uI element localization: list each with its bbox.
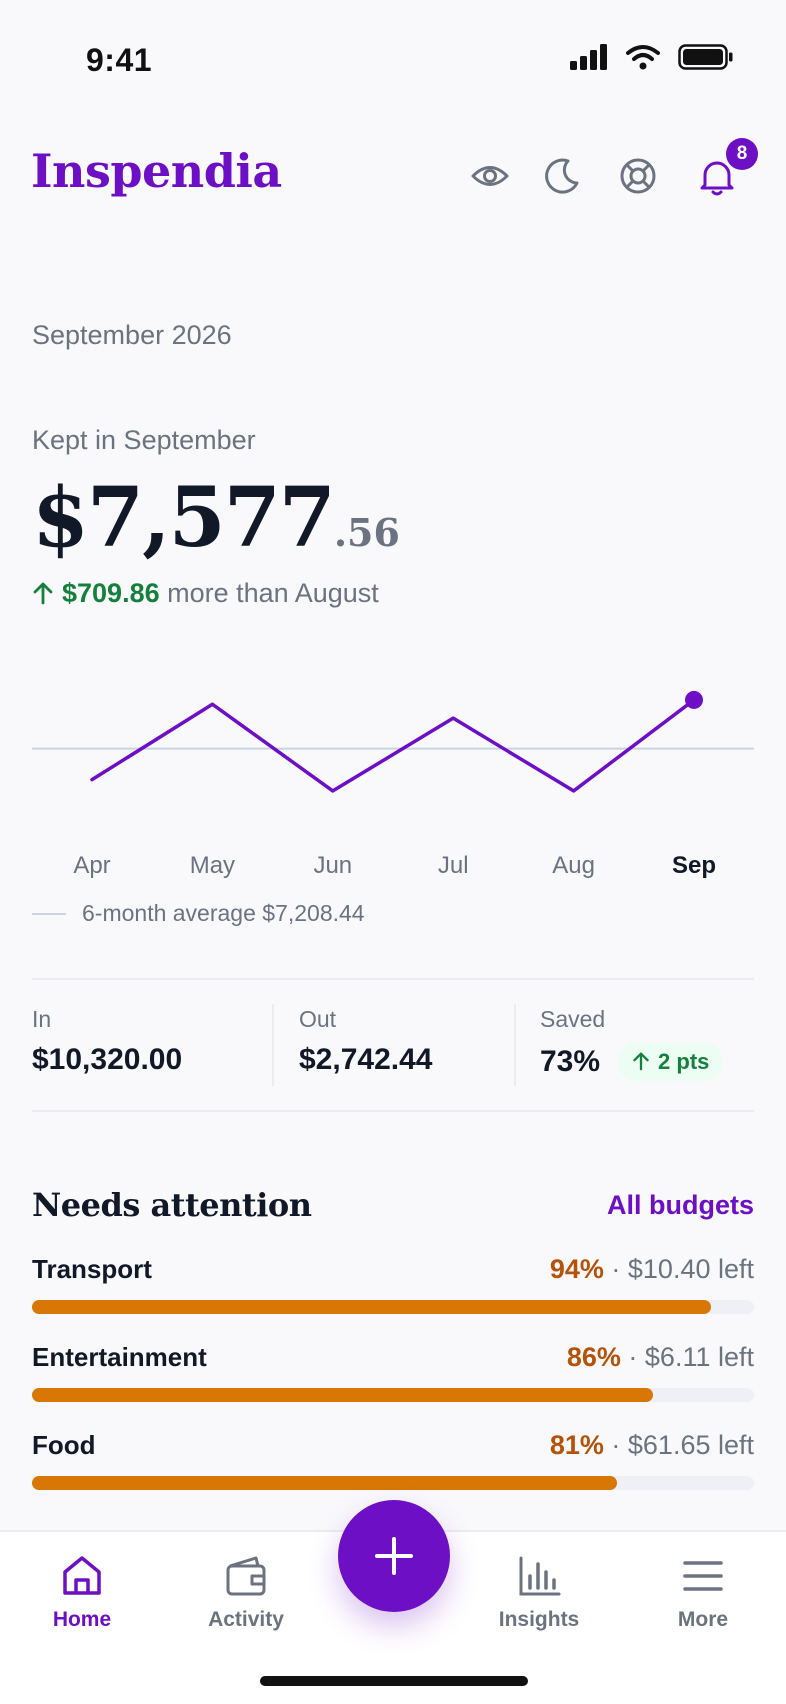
divider	[32, 1110, 754, 1112]
stat-out-amount: $2,742.44	[299, 1043, 433, 1076]
bell-icon[interactable]	[697, 156, 737, 196]
budget-left: · $6.11 left	[628, 1342, 754, 1372]
home-icon	[63, 1556, 101, 1595]
home-indicator	[260, 1676, 528, 1686]
budget-name: Transport	[32, 1254, 152, 1284]
budget-progress-track	[32, 1476, 754, 1490]
average-row: 6-month average $7,208.44	[32, 900, 365, 927]
tab-insights[interactable]: Insights	[469, 1552, 609, 1632]
average-legend-line	[32, 912, 66, 915]
kept-label: Kept in September	[32, 425, 256, 455]
eye-icon[interactable]	[470, 156, 510, 196]
moon-icon[interactable]	[542, 156, 582, 196]
brand-logo: Inspendia	[31, 144, 282, 198]
stat-out: Out $2,742.44	[299, 1006, 432, 1077]
month-label: May	[189, 852, 236, 879]
budget-name: Food	[32, 1430, 96, 1460]
tab-activity-label: Activity	[208, 1608, 284, 1631]
notification-badge: 8	[726, 138, 758, 170]
stat-out-label: Out	[299, 1006, 337, 1032]
tab-home-label: Home	[52, 1608, 112, 1631]
delta-amount: $709.86	[62, 578, 160, 608]
budget-percent: 94%	[549, 1254, 604, 1284]
bar-chart-icon	[519, 1556, 561, 1596]
arrow-up-icon	[33, 582, 53, 605]
saved-change-badge: 2 pts	[618, 1043, 724, 1081]
budget-status: 86% · $6.11 left	[567, 1342, 754, 1373]
delta-text: more than August	[167, 578, 379, 608]
saved-change-text: 2 pts	[658, 1049, 710, 1074]
budget-left: · $10.40 left	[611, 1254, 754, 1284]
tab-home[interactable]: Home	[12, 1552, 152, 1632]
tab-activity[interactable]: Activity	[176, 1552, 316, 1632]
stat-in-amount: $10,320.00	[32, 1043, 183, 1076]
lifebuoy-icon[interactable]	[618, 156, 658, 196]
month-label: Jul	[437, 852, 469, 879]
stat-saved-amount: 73%	[540, 1045, 601, 1078]
trend-chart	[32, 690, 754, 793]
app-header: Inspendia	[0, 140, 786, 220]
budget-progress-track	[32, 1388, 754, 1402]
stat-saved: Saved 73% 2 pts	[540, 1006, 724, 1081]
stat-separator	[514, 1004, 516, 1086]
status-time: 9:41	[86, 42, 153, 78]
menu-icon	[683, 1561, 723, 1591]
stat-saved-value: 73% 2 pts	[540, 1043, 724, 1081]
series-line	[90, 698, 696, 793]
tab-more-label: More	[677, 1608, 729, 1631]
stat-in-label: In	[32, 1006, 52, 1032]
budget-left: · $61.65 left	[611, 1430, 754, 1460]
average-text: 6-month average $7,208.44	[82, 900, 365, 926]
stat-saved-label: Saved	[540, 1006, 606, 1032]
budget-name: Entertainment	[32, 1342, 207, 1372]
month-label: Jun	[313, 852, 353, 879]
budget-progress-track	[32, 1300, 754, 1314]
period-label: September 2026	[32, 320, 232, 350]
stat-in-value: $10,320.00	[32, 1043, 182, 1077]
current-point	[685, 690, 703, 709]
cellular-signal-icon	[570, 44, 607, 70]
budget-status: 94% · $10.40 left	[550, 1254, 754, 1285]
budget-progress-fill	[32, 1388, 653, 1402]
month-label: Apr	[73, 852, 111, 879]
wallet-icon	[226, 1556, 266, 1596]
delta-row: $709.86 more than August	[32, 578, 379, 609]
section-title-needs-attention: Needs attention	[32, 1186, 312, 1224]
kept-amount: $7,577.56	[32, 470, 400, 566]
kept-amount-cents: .56	[333, 510, 400, 555]
status-icons	[570, 44, 734, 70]
stat-in: In $10,320.00	[32, 1006, 182, 1077]
month-label: Sep	[671, 852, 717, 879]
battery-icon	[678, 44, 733, 70]
budget-status: 81% · $61.65 left	[550, 1430, 754, 1461]
budget-progress-fill	[32, 1476, 617, 1490]
kept-amount-main: $7,577	[32, 470, 336, 566]
stat-out-value: $2,742.44	[299, 1043, 432, 1077]
all-budgets-link[interactable]: All budgets	[607, 1190, 754, 1220]
stat-separator	[272, 1004, 274, 1086]
divider	[32, 978, 754, 980]
wifi-icon	[626, 45, 660, 70]
tab-insights-label: Insights	[498, 1608, 580, 1631]
budget-progress-fill	[32, 1300, 711, 1314]
month-label: Aug	[552, 852, 595, 879]
budget-percent: 86%	[566, 1342, 621, 1372]
status-bar: 9:41	[0, 0, 786, 120]
tab-more[interactable]: More	[633, 1552, 773, 1632]
plus-icon	[375, 1537, 413, 1575]
budget-percent: 81%	[549, 1430, 604, 1460]
arrow-up-icon	[633, 1052, 649, 1071]
add-transaction-button[interactable]	[338, 1500, 450, 1612]
